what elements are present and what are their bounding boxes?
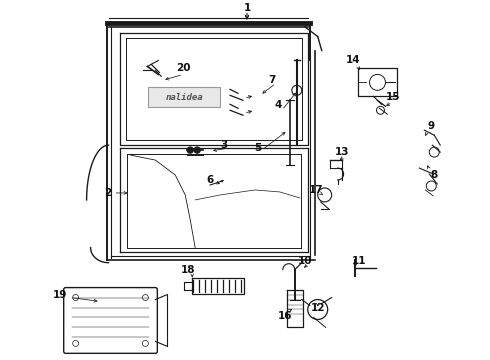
- Text: 9: 9: [428, 121, 435, 131]
- Circle shape: [187, 147, 193, 153]
- Text: 3: 3: [220, 140, 228, 150]
- Text: 12: 12: [311, 302, 325, 312]
- Text: nalidea: nalidea: [166, 93, 203, 102]
- Text: 17: 17: [308, 185, 323, 195]
- Text: 15: 15: [386, 92, 401, 102]
- Text: 19: 19: [52, 289, 67, 300]
- Text: 5: 5: [254, 143, 262, 153]
- Text: 13: 13: [334, 147, 349, 157]
- Text: 6: 6: [206, 175, 214, 185]
- Text: 2: 2: [104, 188, 111, 198]
- Text: 14: 14: [346, 55, 361, 66]
- Text: 20: 20: [176, 63, 191, 73]
- Text: 10: 10: [297, 256, 312, 266]
- Circle shape: [194, 147, 200, 153]
- Text: 8: 8: [431, 170, 438, 180]
- Text: 11: 11: [352, 256, 367, 266]
- Text: 4: 4: [274, 100, 282, 110]
- Text: 1: 1: [244, 3, 250, 13]
- Text: 7: 7: [268, 75, 275, 85]
- Bar: [148, 87, 220, 107]
- Text: 16: 16: [278, 311, 292, 321]
- Text: 18: 18: [181, 265, 196, 275]
